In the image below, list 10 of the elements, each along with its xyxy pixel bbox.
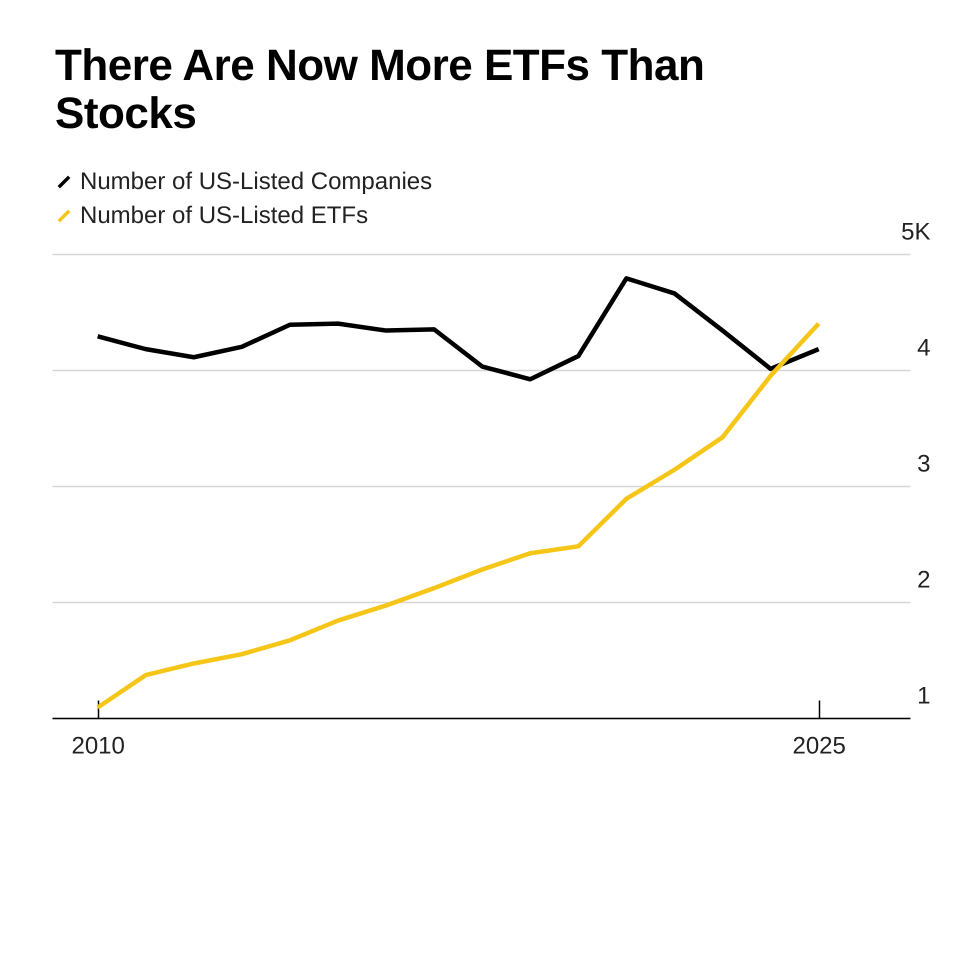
- legend-label: Number of US-Listed ETFs: [80, 202, 368, 229]
- legend-label: Number of US-Listed Companies: [80, 168, 432, 195]
- x-tick-label: 2010: [71, 732, 125, 760]
- x-tick-label: 2025: [792, 732, 846, 760]
- y-tick-label: 4: [917, 334, 930, 362]
- y-tick-label: 1: [917, 682, 930, 710]
- y-tick-label: 3: [917, 450, 930, 478]
- y-tick-label: 2: [917, 566, 930, 594]
- chart-title: There Are Now More ETFs Than Stocks: [55, 41, 706, 139]
- y-tick-label: 5K: [901, 218, 930, 246]
